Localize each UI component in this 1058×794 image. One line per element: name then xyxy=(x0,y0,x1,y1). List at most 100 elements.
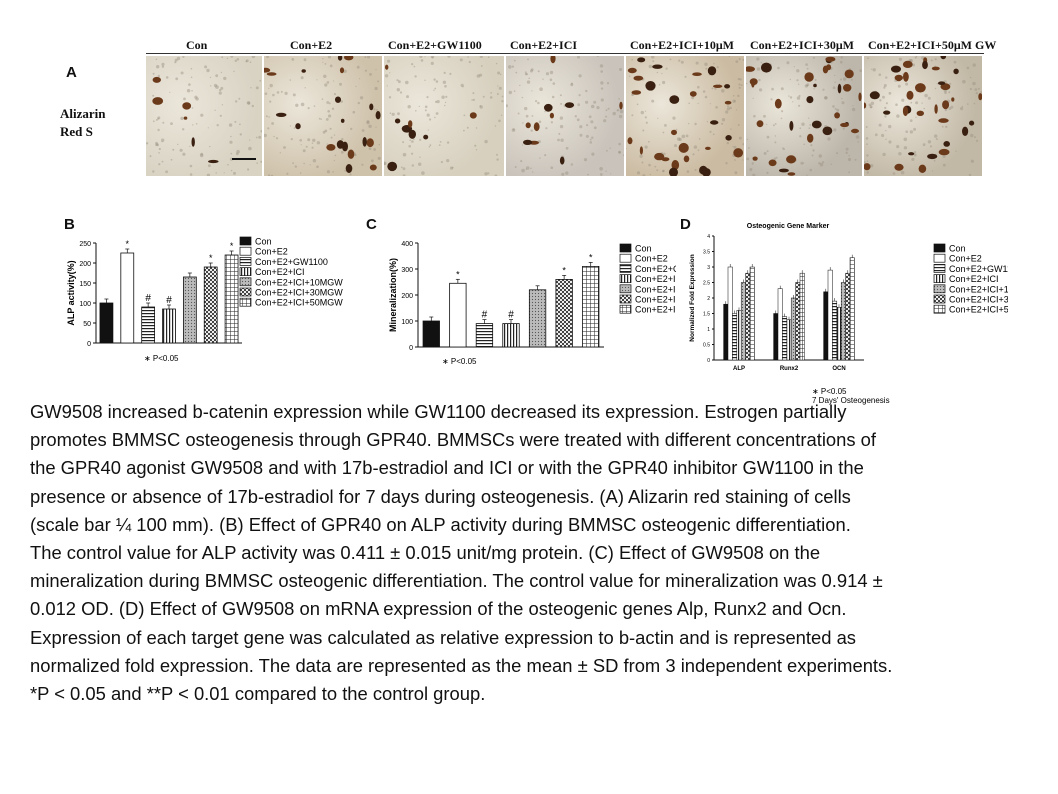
bar xyxy=(799,272,805,361)
bar xyxy=(475,323,494,348)
legend-label: Con+E2+ICI xyxy=(949,274,999,284)
y-axis-label: Mineralization(%) xyxy=(388,258,398,332)
bar xyxy=(777,288,783,361)
y-tick-label: 150 xyxy=(79,281,91,288)
y-tick-label: 50 xyxy=(83,321,91,328)
legend-label: Con+E2+ICI+30MGW xyxy=(949,295,1008,305)
caption-line: The control value for ALP activity was 0… xyxy=(30,542,821,564)
bar xyxy=(849,257,855,361)
bar xyxy=(740,282,746,361)
legend-label: Con+E2+GW1100 xyxy=(255,257,328,267)
micrograph-header: Con+E2+ICI xyxy=(510,38,578,52)
legend-swatch xyxy=(619,264,632,273)
x-tick-label: Runx2 xyxy=(780,366,799,372)
bar xyxy=(736,310,742,361)
y-tick-label: 250 xyxy=(79,241,91,248)
micrograph-header: Con+E2+ICI+10μM xyxy=(630,38,734,52)
significance-mark: * xyxy=(126,239,130,249)
legend-swatch xyxy=(933,253,946,263)
caption-line: (scale bar ¼ 100 mm). (B) Effect of GPR4… xyxy=(30,513,851,535)
legend-label: Con xyxy=(255,237,272,247)
bar xyxy=(555,279,573,348)
legend-swatch xyxy=(933,304,946,314)
bar xyxy=(449,282,467,348)
legend-swatch xyxy=(239,287,252,297)
legend-swatch xyxy=(933,243,946,253)
legend-label: Con+E2+ICI+10μMGW xyxy=(635,284,676,294)
y-tick-label: 0 xyxy=(409,345,413,352)
legend-swatch xyxy=(933,284,946,294)
micrograph-image xyxy=(746,56,862,176)
legend-swatch xyxy=(619,304,632,314)
legend-swatch xyxy=(239,246,252,256)
y-tick-label: 0.5 xyxy=(703,343,710,349)
significance-mark: # xyxy=(166,295,172,306)
bar xyxy=(773,313,779,361)
chart-title: Osteogenic Gene Marker xyxy=(747,223,830,230)
legend-label: Con+E2+ICI+10MGW xyxy=(949,284,1008,294)
scale-bar xyxy=(232,158,256,160)
bar xyxy=(836,307,842,361)
legend-swatch xyxy=(933,294,946,304)
y-tick-label: 4 xyxy=(707,234,710,240)
bar xyxy=(727,266,733,361)
legend-label: Con xyxy=(949,244,966,254)
legend-swatch xyxy=(619,253,632,263)
y-tick-label: 1.5 xyxy=(703,312,710,318)
y-tick-label: 100 xyxy=(401,319,413,326)
bar xyxy=(782,316,788,361)
bar xyxy=(502,323,520,348)
legend-label: Con+E2+ICI+30MGW xyxy=(255,288,343,298)
micrograph-header: Con+E2+GW1100 xyxy=(388,38,482,52)
legend-swatch xyxy=(619,243,632,253)
micrograph-image xyxy=(264,56,382,176)
legend-label: Con+E2 xyxy=(255,247,288,257)
caption-line: Expression of each target gene was calcu… xyxy=(30,626,857,648)
y-tick-label: 100 xyxy=(79,301,91,308)
bar xyxy=(582,266,600,348)
bar xyxy=(823,291,829,361)
legend-label: Con+E2+ICI xyxy=(635,274,676,284)
significance-mark: * xyxy=(456,269,460,279)
bar xyxy=(749,266,755,361)
y-axis-label: Normalized Fold Expression xyxy=(689,254,696,341)
significance-mark: # xyxy=(508,310,514,321)
bar xyxy=(840,282,846,361)
significance-mark: * xyxy=(589,252,593,262)
legend-label: Con+E2+GW1100 xyxy=(949,264,1008,274)
legend-swatch xyxy=(239,236,252,246)
caption-line: presence or absence of 17b-estradiol for… xyxy=(30,485,851,507)
y-tick-label: 400 xyxy=(401,241,413,248)
legend-label: Con+E2+ICI+30μMGW xyxy=(635,295,676,305)
x-tick-label: OCN xyxy=(832,366,845,372)
panel-d-letter: D xyxy=(680,216,691,233)
x-tick-label: ALP xyxy=(733,366,745,372)
legend-label: Con+E2+ICI+50MGW xyxy=(949,305,1008,315)
micrograph-image xyxy=(626,56,744,176)
y-tick-label: 300 xyxy=(401,267,413,274)
legend-swatch xyxy=(239,277,252,287)
panel-b-letter: B xyxy=(64,216,75,233)
bar xyxy=(99,302,114,344)
bar xyxy=(182,276,197,344)
significance-note: ∗ P<0.05 xyxy=(144,354,179,363)
y-tick-label: 3.5 xyxy=(703,250,710,256)
legend-label: Con xyxy=(635,244,652,254)
stain-label-line1: Alizarin xyxy=(60,106,106,121)
micrograph-header: Con xyxy=(186,38,208,52)
significance-note: ∗ P<0.05 xyxy=(442,357,477,366)
bar xyxy=(790,297,796,361)
legend-label: Con+E2 xyxy=(635,254,668,264)
chart-footer: 7 Days' Osteogenesis xyxy=(812,396,890,405)
y-tick-label: 1 xyxy=(707,327,710,333)
legend-swatch xyxy=(239,267,252,276)
micrograph-header: Con+E2+ICI+50μM GW xyxy=(868,38,997,52)
figure: A Alizarin Red S B 0 50 100 150 200 250 ALP ac… xyxy=(58,28,1008,405)
bar xyxy=(723,303,729,361)
bar xyxy=(732,313,738,361)
caption-line: normalized fold expression. The data are… xyxy=(30,654,893,676)
legend-swatch xyxy=(619,274,632,283)
y-tick-label: 200 xyxy=(401,293,413,300)
y-tick-label: 0 xyxy=(707,358,710,364)
significance-mark: * xyxy=(562,265,566,275)
